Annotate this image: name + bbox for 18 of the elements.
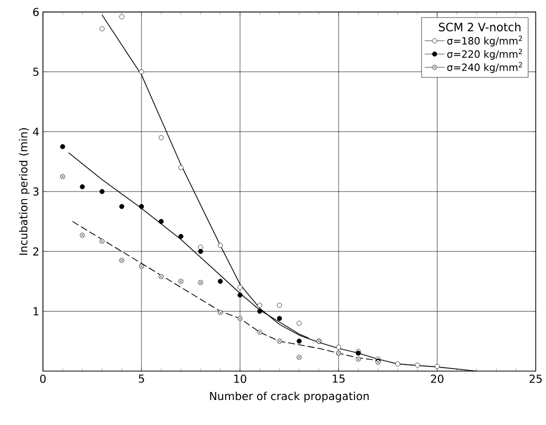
- legend-label: σ=240 kg/mm$^{2}$: [447, 62, 522, 74]
- y-tick-label: 5: [33, 68, 38, 76]
- x-axis-title: Number of crack propagation: [210, 392, 369, 402]
- y-tick-label: 6: [33, 8, 39, 16]
- legend-label: σ=180 kg/mm$^{2}$: [447, 36, 522, 47]
- y-axis-title: Incubation period (min): [19, 128, 30, 255]
- x-tick-label: 15: [332, 374, 345, 383]
- x-tick-label: 10: [234, 374, 246, 383]
- y-tick-label: 2: [33, 247, 38, 256]
- legend-label: σ=220 kg/mm$^{2}$: [447, 48, 522, 60]
- y-tick-label: 3: [33, 187, 39, 196]
- y-tick-label: 1: [34, 307, 38, 316]
- x-tick-label: 20: [431, 374, 444, 383]
- x-tick-label: 25: [530, 374, 542, 383]
- x-tick-label: 5: [138, 374, 144, 383]
- x-tick-label: 0: [40, 374, 46, 383]
- legend-title: SCM 2 V-notch: [438, 22, 520, 32]
- y-tick-label: 4: [32, 128, 39, 136]
